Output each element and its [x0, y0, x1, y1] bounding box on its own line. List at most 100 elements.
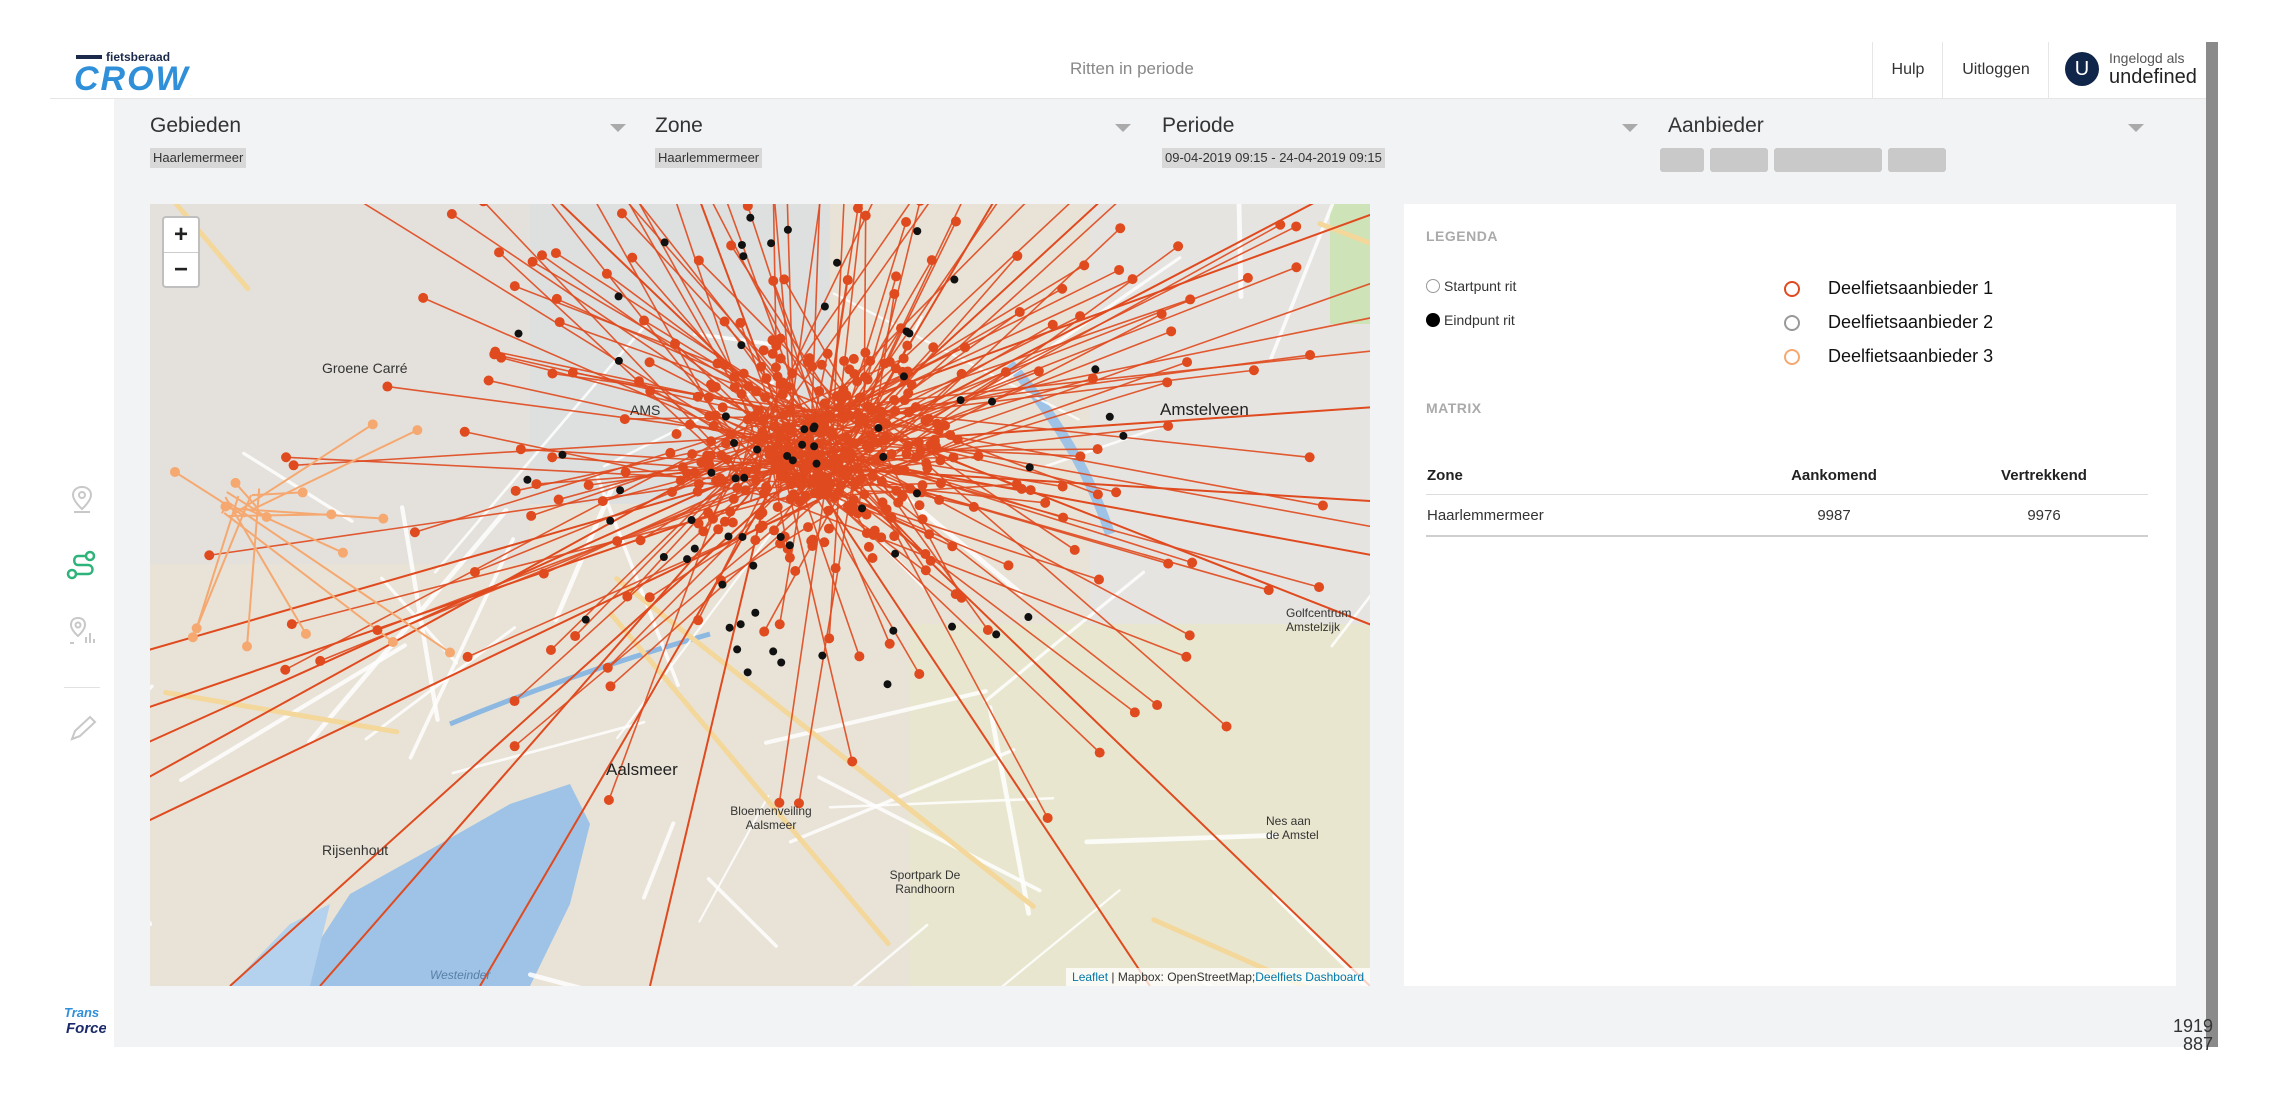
- route-start-point: [852, 376, 863, 387]
- route-start-point: [890, 363, 901, 374]
- filter-zone[interactable]: Zone Haarlemmermeer: [655, 112, 1131, 172]
- zoom-in-button[interactable]: +: [164, 218, 198, 253]
- location-stats-icon[interactable]: [64, 613, 100, 649]
- leaflet-link[interactable]: Leaflet: [1072, 970, 1109, 984]
- route-start-point: [1012, 250, 1023, 261]
- route-start-point: [804, 433, 815, 444]
- route-start-point: [367, 419, 378, 430]
- route-end-point: [874, 423, 883, 432]
- route-line: [498, 251, 753, 488]
- filter-chip[interactable]: 09-04-2019 09:15 - 24-04-2019 09:15: [1162, 148, 1385, 168]
- map-road: [852, 923, 929, 986]
- route-line: [558, 434, 793, 501]
- route-line: [689, 423, 789, 442]
- route-end-point: [879, 452, 888, 461]
- chevron-down-icon[interactable]: [1115, 124, 1131, 132]
- route-start-point: [288, 460, 299, 471]
- route-start-point: [1173, 241, 1184, 252]
- map-road: [828, 796, 1055, 809]
- provider-chip[interactable]: [1774, 148, 1882, 172]
- location-pin-icon[interactable]: [64, 481, 100, 517]
- route-start-point: [515, 444, 526, 455]
- map-road: [1330, 594, 1370, 648]
- scrollbar[interactable]: [2206, 42, 2218, 1047]
- route-start-point: [705, 450, 716, 461]
- deelfiets-link[interactable]: Deelfiets Dashboard: [1255, 970, 1364, 984]
- route-start-point: [510, 485, 521, 496]
- route-start-point: [603, 794, 614, 805]
- chevron-down-icon[interactable]: [1622, 124, 1638, 132]
- transforce-logo-icon: Trans Force: [64, 1005, 106, 1037]
- route-start-point: [616, 208, 627, 219]
- map-road: [983, 570, 1146, 703]
- route-line: [227, 501, 451, 654]
- table-row[interactable]: Haarlemmermeer 9987 9976: [1426, 494, 2148, 537]
- route-end-point: [767, 239, 776, 248]
- filter-chip[interactable]: Haarlemmermeer: [655, 148, 763, 168]
- route-start-point: [889, 531, 900, 542]
- route-end-point: [581, 615, 590, 624]
- route-start-point: [839, 355, 850, 366]
- avatar: U: [2065, 52, 2099, 86]
- map-road: [832, 292, 1080, 421]
- map-canvas[interactable]: [150, 204, 1370, 986]
- user-menu[interactable]: U Ingelogd als undefined: [2048, 42, 2212, 98]
- route-end-point: [721, 412, 730, 421]
- provider-3-ring-icon: [1784, 348, 1800, 365]
- route-start-point: [703, 507, 714, 518]
- route-line: [649, 390, 859, 474]
- crow-logo[interactable]: fietsberaad CROW: [62, 50, 188, 98]
- route-start-point: [823, 427, 834, 438]
- route-start-point: [852, 204, 863, 214]
- route-start-point: [1094, 747, 1105, 758]
- logged-in-label: Ingelogd als: [2109, 50, 2185, 66]
- route-start-point: [1187, 557, 1198, 568]
- route-start-point: [1305, 350, 1316, 361]
- pen-icon[interactable]: [64, 711, 100, 747]
- route-start-point: [711, 475, 722, 486]
- provider-chip[interactable]: [1710, 148, 1768, 172]
- route-end-point: [746, 213, 755, 222]
- route-end-point: [740, 473, 749, 482]
- filter-gebieden[interactable]: Gebieden Haarlemermeer: [150, 112, 626, 172]
- filter-periode[interactable]: Periode 09-04-2019 09:15 - 24-04-2019 09…: [1162, 112, 1638, 172]
- route-start-point: [372, 625, 383, 636]
- route-start-point: [757, 520, 768, 531]
- route-line: [513, 430, 813, 702]
- route-line: [814, 451, 1370, 556]
- route-start-point: [261, 512, 272, 523]
- route-start-point: [286, 619, 297, 630]
- route-start-point: [850, 438, 861, 449]
- provider-chip[interactable]: [1660, 148, 1704, 172]
- map[interactable]: Groene Carré AMS Amstelveen Golfcentrum …: [150, 204, 1370, 986]
- route-start-point: [527, 256, 538, 267]
- route-line: [514, 477, 836, 747]
- filter-chip[interactable]: Haarlemermeer: [150, 148, 247, 168]
- route-start-point: [982, 624, 993, 635]
- filter-aanbieder[interactable]: Aanbieder: [1660, 112, 2144, 172]
- map-highway: [163, 690, 400, 735]
- route-start-point: [867, 470, 878, 481]
- chevron-down-icon[interactable]: [2128, 124, 2144, 132]
- zoom-out-button[interactable]: −: [173, 256, 188, 283]
- route-start-point: [494, 247, 505, 258]
- route-line: [224, 496, 307, 635]
- route-icon[interactable]: [64, 547, 100, 583]
- route-start-point: [842, 275, 853, 286]
- provider-2-ring-icon: [1784, 314, 1800, 331]
- provider-chip[interactable]: [1888, 148, 1946, 172]
- route-start-point: [602, 662, 613, 673]
- route-start-point: [1092, 444, 1103, 455]
- logout-button[interactable]: Uitloggen: [1942, 42, 2049, 98]
- chevron-down-icon[interactable]: [610, 124, 626, 132]
- route-line: [799, 204, 1026, 430]
- route-line: [244, 507, 344, 554]
- route-start-point: [952, 434, 963, 445]
- help-button[interactable]: Hulp: [1872, 42, 1943, 98]
- route-line: [377, 486, 755, 631]
- route-start-point: [725, 506, 736, 517]
- route-start-point: [692, 391, 703, 402]
- route-start-point: [684, 419, 695, 430]
- route-end-point: [809, 424, 818, 433]
- route-start-point: [823, 483, 834, 494]
